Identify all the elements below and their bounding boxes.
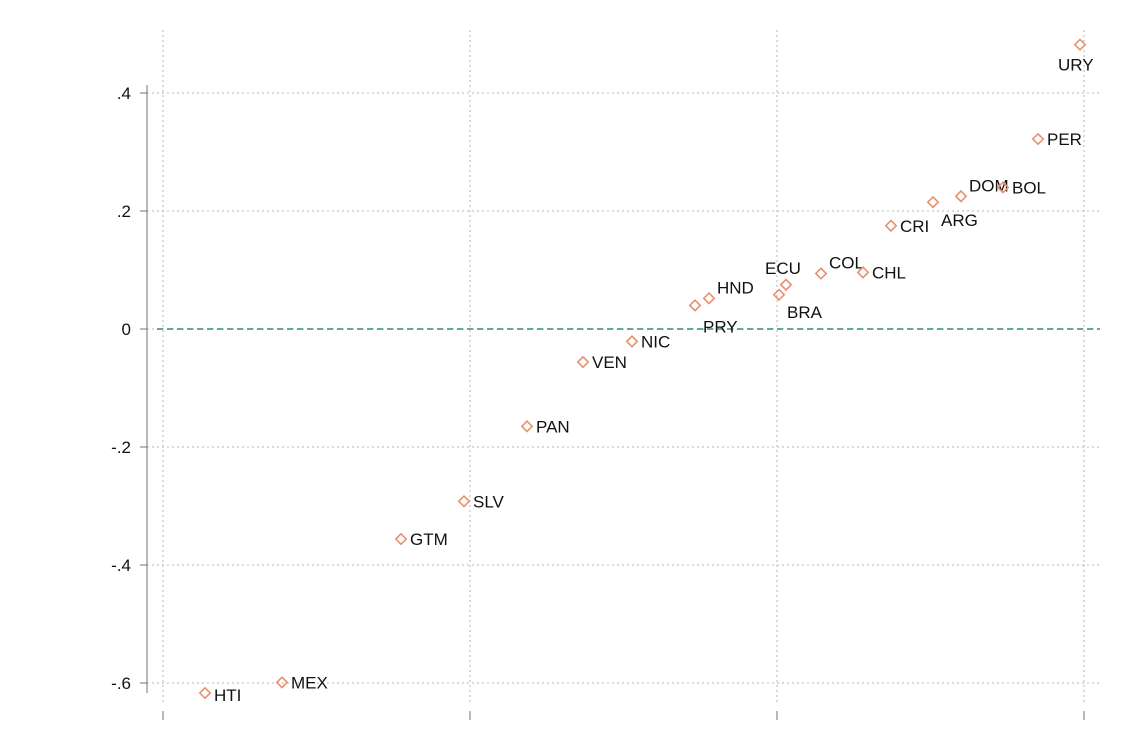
point-label: PRY	[703, 317, 738, 336]
point-per: PER	[1031, 130, 1082, 149]
point-pry: PRY	[688, 299, 738, 336]
point-marker	[814, 267, 828, 280]
point-marker	[954, 189, 968, 203]
point-label: CHL	[872, 263, 906, 282]
point-arg: ARG	[926, 195, 978, 230]
point-label: GTM	[410, 530, 448, 549]
point-marker	[884, 219, 898, 233]
point-hti: HTI	[198, 686, 241, 705]
y-tick-label: -.6	[111, 674, 131, 693]
point-marker	[576, 355, 590, 369]
point-marker	[688, 299, 702, 312]
point-chl: CHL	[856, 263, 906, 282]
point-marker	[772, 288, 786, 302]
point-label: URY	[1058, 56, 1094, 75]
y-tick-label: 0	[122, 320, 131, 339]
point-gtm: GTM	[394, 530, 448, 549]
point-mex: MEX	[275, 673, 328, 692]
point-label: ARG	[941, 211, 978, 230]
point-marker	[996, 181, 1010, 194]
point-marker	[625, 335, 639, 348]
point-marker	[198, 686, 212, 700]
point-marker	[1073, 38, 1087, 51]
point-ecu: ECU	[765, 259, 801, 292]
point-col: COL	[814, 254, 864, 280]
point-pan: PAN	[520, 417, 570, 436]
point-label: NIC	[641, 332, 670, 351]
point-hnd: HND	[702, 278, 754, 305]
point-label: HND	[717, 278, 754, 297]
point-marker	[926, 195, 940, 209]
point-marker	[520, 420, 534, 433]
point-label: VEN	[592, 353, 627, 372]
point-label: MEX	[291, 673, 328, 692]
point-label: ECU	[765, 259, 801, 278]
point-label: SLV	[473, 492, 505, 511]
y-tick-label: .4	[117, 84, 131, 103]
y-tick-label: .2	[117, 202, 131, 221]
point-label: PAN	[536, 417, 570, 436]
point-label: DOM	[969, 176, 1009, 195]
point-marker	[457, 494, 471, 508]
point-marker	[1031, 132, 1045, 146]
point-bra: BRA	[772, 288, 823, 322]
point-slv: SLV	[457, 492, 505, 511]
point-label: BRA	[787, 303, 823, 322]
point-label: CRI	[900, 217, 929, 236]
point-label: PER	[1047, 130, 1082, 149]
data-points: HTI MEX GTM SLV PAN VEN NIC PRY HND BRA ECU COL CHL C…	[198, 38, 1094, 705]
y-tick-label: -.4	[111, 556, 131, 575]
point-label: HTI	[214, 686, 241, 705]
axes: -.6 -.4 -.2 0 .2 .4	[111, 84, 1085, 720]
point-ven: VEN	[576, 353, 627, 372]
grid	[147, 30, 1100, 704]
point-label: COL	[829, 254, 864, 273]
point-marker	[394, 532, 408, 546]
point-dom: DOM	[954, 176, 1009, 203]
y-tick-label: -.2	[111, 438, 131, 457]
point-ury: URY	[1058, 38, 1094, 75]
point-label: BOL	[1012, 178, 1046, 197]
point-nic: NIC	[625, 332, 670, 351]
point-marker	[275, 676, 289, 689]
point-marker	[856, 266, 870, 279]
point-marker	[779, 278, 793, 292]
point-marker	[702, 291, 716, 305]
point-bol: BOL	[996, 178, 1046, 197]
point-cri: CRI	[884, 217, 929, 236]
